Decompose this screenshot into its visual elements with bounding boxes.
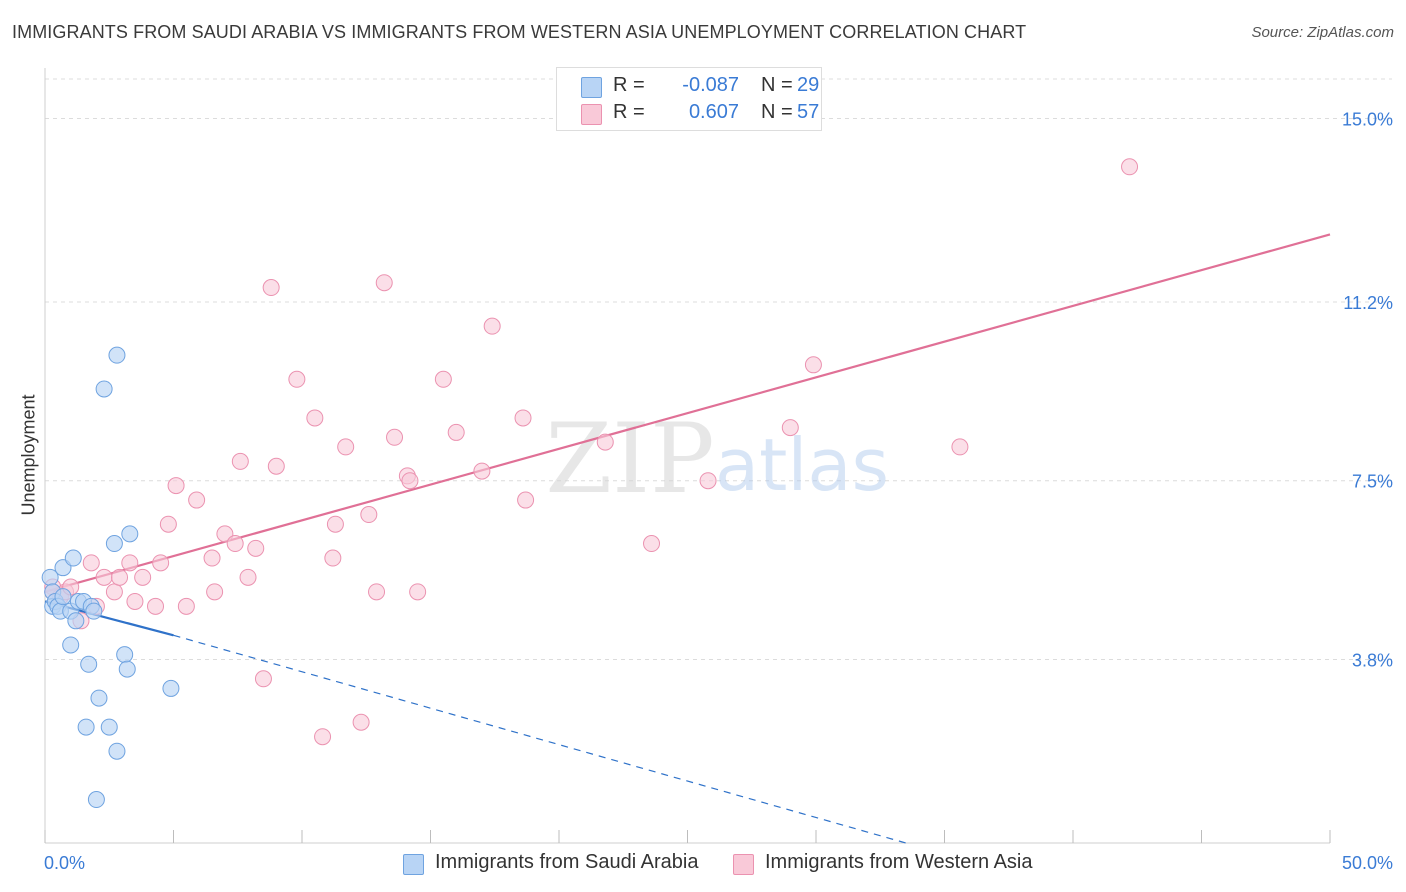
data-point-western-asia bbox=[473, 462, 491, 480]
data-point-saudi-arabia bbox=[87, 791, 105, 809]
legend-r-value: -0.087 bbox=[682, 74, 739, 96]
watermark-atlas-text: atlas bbox=[715, 423, 889, 507]
watermark: ZIP atlas bbox=[545, 403, 889, 515]
legend-n-value: 57 bbox=[797, 101, 820, 123]
data-points bbox=[41, 158, 1139, 809]
bottom-legend-label: Immigrants from Western Asia bbox=[765, 851, 1033, 873]
data-point-western-asia bbox=[203, 549, 221, 567]
data-point-saudi-arabia bbox=[118, 660, 136, 678]
data-point-western-asia bbox=[447, 423, 465, 441]
data-point-saudi-arabia bbox=[116, 646, 134, 664]
bottom-legend-swatch-blue bbox=[403, 854, 424, 875]
data-point-western-asia bbox=[95, 568, 113, 586]
legend-n-label: N = bbox=[761, 101, 793, 123]
data-point-saudi-arabia bbox=[108, 346, 126, 364]
legend-n-value: 29 bbox=[797, 74, 820, 96]
y-tick-label: 3.8% bbox=[1352, 650, 1393, 670]
watermark-zip-text: ZIP bbox=[545, 403, 714, 515]
legend-n-label: N = bbox=[761, 74, 793, 96]
x-tick-label: 0.0% bbox=[44, 853, 85, 873]
data-point-western-asia bbox=[152, 554, 170, 572]
data-point-western-asia bbox=[514, 409, 532, 427]
tick-labels: 3.8% 7.5% 11.2% 15.0% 0.0% 50.0% bbox=[44, 109, 1393, 873]
data-point-western-asia bbox=[159, 515, 177, 533]
data-point-western-asia bbox=[188, 491, 206, 509]
data-point-western-asia bbox=[699, 472, 717, 490]
data-point-western-asia bbox=[781, 419, 799, 437]
data-point-saudi-arabia bbox=[162, 679, 180, 697]
y-tick-label: 15.0% bbox=[1342, 109, 1393, 129]
x-tick-label: 50.0% bbox=[1342, 853, 1393, 873]
data-point-western-asia bbox=[386, 428, 404, 446]
data-point-western-asia bbox=[147, 597, 165, 615]
data-point-western-asia bbox=[121, 554, 139, 572]
data-point-western-asia bbox=[226, 535, 244, 553]
data-point-western-asia bbox=[111, 568, 129, 586]
legend-swatch-blue bbox=[581, 77, 602, 98]
bottom-legend-label: Immigrants from Saudi Arabia bbox=[435, 851, 699, 873]
data-point-western-asia bbox=[483, 317, 501, 335]
data-point-western-asia bbox=[360, 506, 378, 524]
trend-line-saudi-arabia-extrapolated bbox=[173, 634, 907, 844]
source-credit: Source: ZipAtlas.com bbox=[1251, 24, 1394, 41]
data-point-saudi-arabia bbox=[80, 655, 98, 673]
data-point-western-asia bbox=[517, 491, 535, 509]
data-point-western-asia bbox=[337, 438, 355, 456]
trend-line-western-asia bbox=[44, 233, 1331, 593]
data-point-saudi-arabia bbox=[121, 525, 139, 543]
legend-r-label: R = bbox=[613, 74, 645, 96]
data-point-western-asia bbox=[267, 457, 285, 475]
data-point-western-asia bbox=[804, 356, 822, 374]
data-point-saudi-arabia bbox=[54, 588, 72, 606]
data-point-western-asia bbox=[254, 670, 272, 688]
data-point-western-asia bbox=[306, 409, 324, 427]
data-point-western-asia bbox=[643, 535, 661, 553]
data-point-saudi-arabia bbox=[108, 742, 126, 760]
y-tick-label: 11.2% bbox=[1343, 293, 1393, 313]
legend-r-label: R = bbox=[613, 101, 645, 123]
data-point-western-asia bbox=[105, 583, 123, 601]
data-point-western-asia bbox=[82, 554, 100, 572]
data-point-western-asia bbox=[288, 370, 306, 388]
y-axis-label: Unemployment bbox=[18, 394, 39, 516]
data-point-western-asia bbox=[231, 452, 249, 470]
data-point-saudi-arabia bbox=[90, 689, 108, 707]
data-point-western-asia bbox=[951, 438, 969, 456]
data-point-western-asia bbox=[326, 515, 344, 533]
data-point-western-asia bbox=[126, 592, 144, 610]
data-point-western-asia bbox=[434, 370, 452, 388]
data-point-western-asia bbox=[324, 549, 342, 567]
data-point-western-asia bbox=[409, 583, 427, 601]
data-point-western-asia bbox=[247, 539, 265, 557]
data-point-saudi-arabia bbox=[95, 380, 113, 398]
chart-title: IMMIGRANTS FROM SAUDI ARABIA VS IMMIGRAN… bbox=[12, 22, 1027, 42]
data-point-saudi-arabia bbox=[100, 718, 118, 736]
data-point-western-asia bbox=[1121, 158, 1139, 176]
data-point-western-asia bbox=[401, 472, 419, 490]
data-point-western-asia bbox=[352, 713, 370, 731]
legend-swatch-pink bbox=[581, 104, 602, 125]
data-point-western-asia bbox=[368, 583, 386, 601]
bottom-legend-swatch-pink bbox=[733, 854, 754, 875]
axes bbox=[44, 68, 1331, 844]
data-point-western-asia bbox=[134, 568, 152, 586]
data-point-western-asia bbox=[314, 728, 332, 746]
data-point-saudi-arabia bbox=[85, 602, 103, 620]
data-point-western-asia bbox=[262, 279, 280, 297]
data-point-saudi-arabia bbox=[62, 636, 80, 654]
data-point-saudi-arabia bbox=[77, 718, 95, 736]
data-point-western-asia bbox=[375, 274, 393, 292]
correlation-legend: R = -0.087 N = 29 R = 0.607 N = 57 bbox=[556, 67, 822, 131]
legend-r-value: 0.607 bbox=[688, 101, 739, 123]
data-point-western-asia bbox=[206, 583, 224, 601]
data-point-saudi-arabia bbox=[64, 549, 82, 567]
y-tick-label: 7.5% bbox=[1352, 472, 1393, 492]
data-point-western-asia bbox=[596, 433, 614, 451]
data-point-western-asia bbox=[239, 568, 257, 586]
data-point-saudi-arabia bbox=[67, 612, 85, 630]
data-point-western-asia bbox=[177, 597, 195, 615]
data-point-saudi-arabia bbox=[105, 535, 123, 553]
data-point-western-asia bbox=[167, 477, 185, 495]
